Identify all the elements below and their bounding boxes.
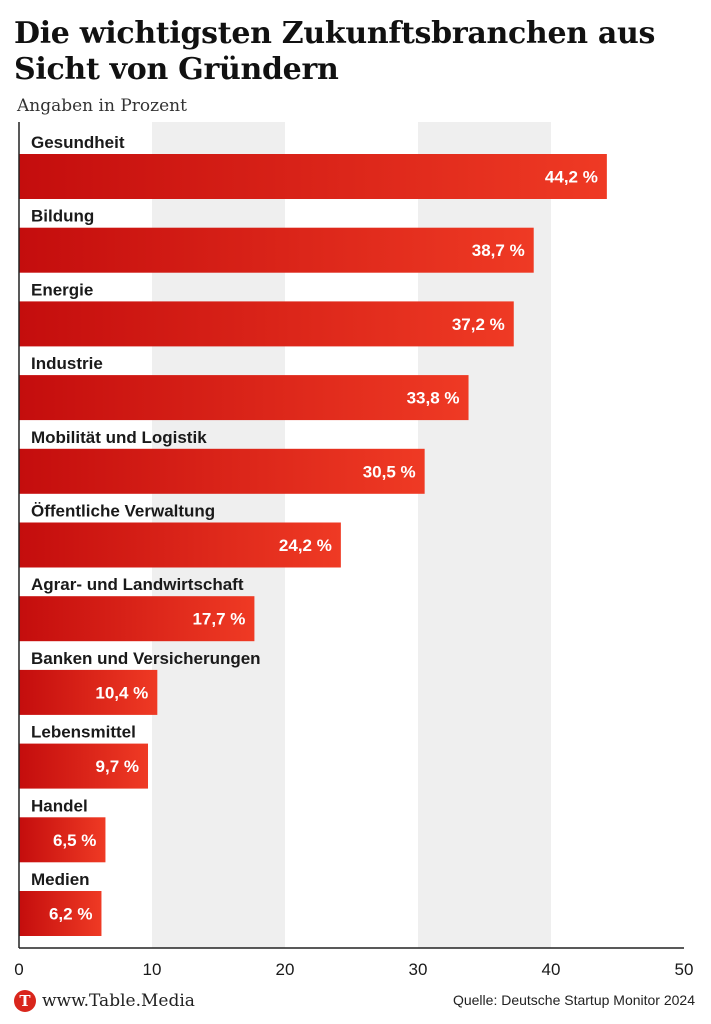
chart-subtitle: Angaben in Prozent	[17, 96, 187, 116]
bar	[19, 301, 514, 347]
x-tick-label: 0	[14, 960, 23, 979]
bar	[19, 154, 607, 199]
category-label: Öffentliche Verwaltung	[31, 502, 215, 521]
category-label: Industrie	[31, 354, 103, 373]
category-label: Bildung	[31, 207, 94, 226]
value-label: 33,8 %	[407, 389, 460, 408]
bar	[19, 375, 469, 421]
category-label: Medien	[31, 870, 90, 889]
bar	[19, 669, 158, 715]
category-label: Energie	[31, 280, 93, 299]
value-label: 37,2 %	[452, 315, 505, 334]
value-label: 6,5 %	[53, 831, 96, 850]
value-label: 10,4 %	[95, 683, 148, 702]
source-note: Quelle: Deutsche Startup Monitor 2024	[452, 992, 695, 1008]
category-label: Agrar- und Landwirtschaft	[31, 575, 244, 594]
value-label: 44,2 %	[545, 168, 598, 187]
logo-icon: T	[14, 990, 36, 1012]
value-label: 17,7 %	[192, 610, 245, 629]
category-label: Lebensmittel	[31, 723, 136, 742]
value-label: 9,7 %	[96, 757, 139, 776]
table-media-logo: T www.Table.Media	[14, 990, 195, 1012]
category-label: Gesundheit	[31, 133, 125, 152]
bar	[19, 227, 534, 273]
bar	[19, 596, 255, 642]
value-label: 24,2 %	[279, 536, 332, 555]
bar	[19, 817, 106, 863]
category-label: Banken und Versicherungen	[31, 649, 261, 668]
x-tick-label: 50	[675, 960, 694, 979]
bar	[19, 743, 149, 789]
value-label: 6,2 %	[49, 905, 92, 924]
value-label: 38,7 %	[472, 241, 525, 260]
x-tick-label: 20	[276, 960, 295, 979]
x-tick-label: 40	[542, 960, 561, 979]
bar	[19, 522, 341, 568]
bar	[19, 448, 425, 494]
value-label: 30,5 %	[363, 462, 416, 481]
bar-chart: Gesundheit 44,2 % Bildung 38,7 % Energie 37,2…	[14, 122, 694, 979]
category-label: Mobilität und Logistik	[31, 428, 207, 447]
x-tick-label: 30	[409, 960, 428, 979]
chart-title: Die wichtigsten Zukunftsbranchen aus Sic…	[14, 16, 656, 87]
x-tick-label: 10	[143, 960, 162, 979]
logo-text: www.Table.Media	[42, 991, 195, 1011]
category-label: Handel	[31, 796, 88, 815]
bar	[19, 891, 102, 936]
